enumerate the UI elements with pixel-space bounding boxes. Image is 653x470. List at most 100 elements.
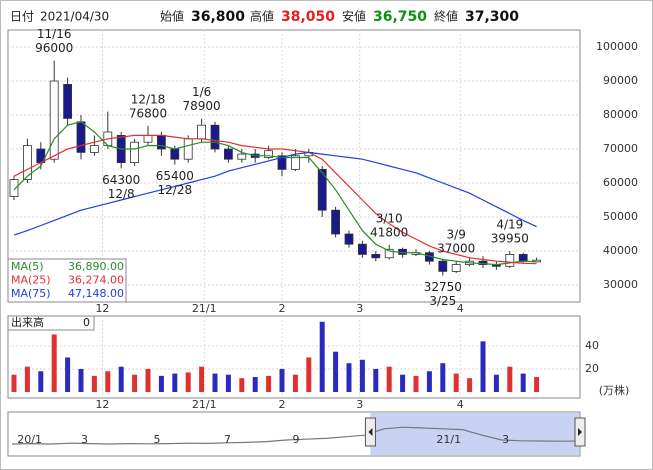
volume-unit: (万株)	[599, 383, 630, 397]
volume-bar	[333, 351, 339, 392]
header-label: 終値	[434, 9, 458, 24]
volume-bar	[467, 378, 473, 392]
volume-bar	[132, 374, 138, 392]
candle-body	[183, 138, 193, 160]
navigator-tick-label: 5	[153, 433, 160, 446]
annotation-date: 1/6	[192, 85, 211, 99]
volume-bar	[239, 378, 245, 392]
annotation-value: 96000	[35, 41, 73, 55]
annotation-value: 37000	[437, 242, 475, 256]
volume-bar	[359, 359, 365, 392]
volume-bar	[413, 375, 419, 392]
volume-current: 0	[83, 316, 90, 329]
candle-body	[518, 253, 528, 262]
annotation-date: 3/9	[447, 228, 466, 242]
annotation-date: 4/19	[496, 218, 523, 232]
candle-body	[237, 153, 247, 160]
x-tick-label: 4	[457, 302, 464, 315]
date-value: 2021/04/30	[40, 10, 109, 24]
header-value: 36,750	[373, 9, 427, 25]
volume-bar	[480, 341, 486, 392]
annotation-date: 3/25	[429, 294, 456, 308]
annotation-date: 11/16	[37, 27, 72, 41]
y-tick-label: 80000	[603, 108, 638, 121]
candle-body	[344, 233, 354, 245]
annotation-value: 39950	[491, 232, 529, 246]
candle-body	[90, 145, 99, 153]
volume-bar	[534, 377, 540, 392]
ma-line	[13, 121, 537, 266]
volume-bar	[51, 334, 57, 392]
volume-bar	[11, 374, 17, 392]
volume-bar	[493, 374, 499, 392]
candle-body	[156, 134, 166, 150]
navigator-handle-arrow	[368, 428, 373, 436]
volume-tick-label: 20	[585, 362, 599, 375]
navigator-line	[11, 426, 581, 445]
y-tick-label: 100000	[596, 40, 638, 53]
volume-bar	[158, 375, 164, 392]
y-tick-label: 50000	[603, 210, 638, 223]
x-tick-label: 21/1	[192, 398, 217, 411]
x-tick-label: 4	[457, 398, 464, 411]
candle-body	[264, 150, 274, 158]
y-tick-label: 70000	[603, 142, 638, 155]
navigator-handle-arrow	[578, 428, 582, 436]
volume-bar	[24, 366, 30, 392]
date-label: 日付	[10, 10, 34, 24]
ma-line	[13, 151, 537, 236]
navigator-tick-label: 3	[502, 433, 509, 446]
labels: 日付 2021/04/30 始値 36,800 高値 38,050 安値 36,750 終値 37…	[7, 9, 638, 447]
legend-value: 36,890.00	[68, 260, 124, 273]
x-tick-label: 12	[95, 302, 109, 315]
volume-bar	[520, 373, 526, 392]
ma-line	[13, 134, 537, 265]
candle-body	[290, 155, 300, 170]
x-tick-label: 21/1	[192, 302, 217, 315]
volume-bar	[172, 373, 178, 392]
annotation-value: 41800	[370, 225, 408, 239]
candle-body	[384, 248, 394, 259]
legend-name: MA(5)	[11, 260, 44, 273]
volume-bar	[507, 366, 513, 392]
volume-bar	[212, 373, 218, 392]
navigator-tick-label: 3	[81, 433, 88, 446]
candle-body	[143, 134, 153, 143]
navigator-selection	[370, 413, 580, 455]
x-tick-label: 2	[279, 302, 286, 315]
volume-bar	[279, 368, 285, 392]
volume-bar	[306, 357, 312, 392]
volume-bar	[400, 374, 406, 392]
header-label: 安値	[342, 9, 366, 24]
volume-label-box	[7, 315, 95, 331]
annotation-date: 3/10	[376, 211, 403, 225]
x-tick-label: 3	[356, 302, 363, 315]
volume-bar	[38, 371, 44, 392]
legend-value: 36,274.00	[68, 274, 124, 287]
candle-body	[451, 264, 461, 272]
volume-bar	[292, 374, 298, 392]
marks	[9, 60, 581, 455]
volume-bar	[199, 366, 205, 392]
header-value: 36,800	[191, 9, 245, 25]
candle-body	[130, 141, 140, 163]
volume-bar	[118, 366, 124, 392]
candle-body	[210, 124, 220, 150]
volume-bar	[252, 377, 258, 392]
candle-body	[63, 84, 72, 119]
legend-name: MA(25)	[11, 274, 51, 287]
annotation-date: 12/8	[108, 187, 135, 201]
candle-body	[197, 124, 207, 140]
candle-body	[505, 253, 515, 267]
volume-bar	[386, 366, 392, 392]
annotation-value: 32750	[424, 280, 462, 294]
volume-bar	[225, 374, 231, 392]
annotation-date: 12/28	[158, 183, 193, 197]
legend-value: 47,148.00	[68, 287, 124, 300]
volume-label: 出来高	[11, 315, 44, 329]
y-tick-label: 40000	[603, 244, 638, 257]
candle-body	[22, 145, 32, 181]
candle-body	[223, 148, 233, 160]
volume-bar	[91, 375, 97, 392]
